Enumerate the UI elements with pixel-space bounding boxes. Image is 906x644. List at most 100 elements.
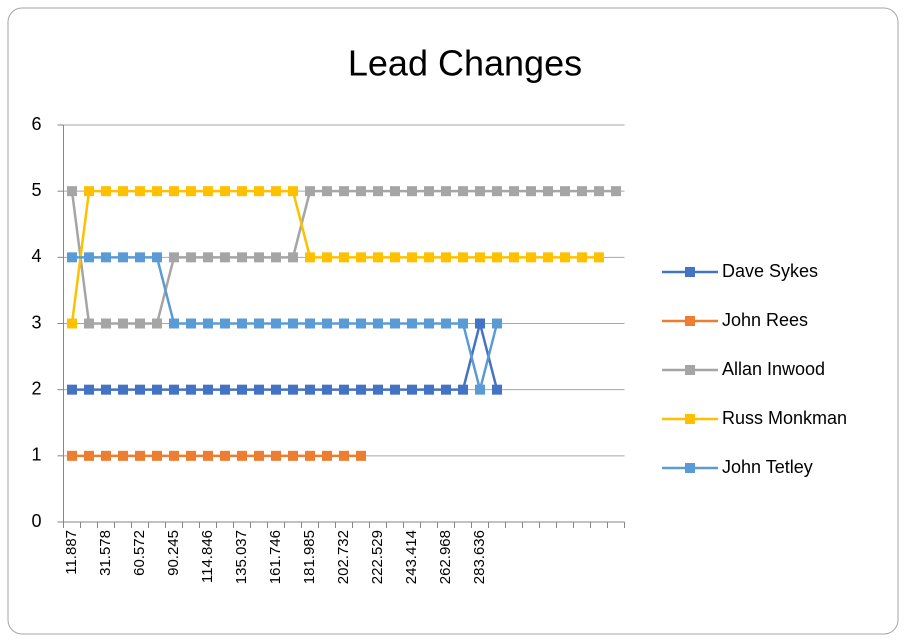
marker bbox=[356, 252, 366, 263]
marker bbox=[373, 186, 383, 197]
marker bbox=[67, 186, 77, 197]
marker bbox=[577, 252, 587, 263]
marker bbox=[84, 318, 94, 329]
marker bbox=[271, 186, 281, 197]
marker bbox=[203, 318, 213, 329]
marker bbox=[458, 252, 468, 263]
marker bbox=[390, 318, 400, 329]
marker bbox=[492, 252, 502, 263]
x-tick-label: 90.245 bbox=[165, 530, 182, 576]
marker bbox=[271, 384, 281, 395]
marker bbox=[203, 384, 213, 395]
x-tick-label: 222.529 bbox=[369, 530, 386, 584]
marker bbox=[84, 384, 94, 395]
series-lines bbox=[67, 186, 621, 461]
marker bbox=[118, 450, 128, 461]
marker bbox=[390, 186, 400, 197]
axes: 0 1 2 3 4 5 6 11.887 31.578 60.572 90.245 114.846 13… bbox=[31, 114, 625, 584]
marker bbox=[339, 252, 349, 263]
x-tick-label: 60.572 bbox=[131, 530, 148, 576]
x-tick-label: 114.846 bbox=[199, 530, 216, 583]
marker bbox=[441, 318, 451, 329]
marker bbox=[67, 450, 77, 461]
marker bbox=[84, 186, 94, 197]
marker bbox=[492, 186, 502, 197]
x-tick-label: 262.968 bbox=[437, 530, 454, 584]
marker bbox=[186, 252, 196, 263]
marker bbox=[101, 384, 111, 395]
marker bbox=[322, 252, 332, 263]
marker bbox=[220, 318, 230, 329]
marker bbox=[407, 318, 417, 329]
marker bbox=[271, 252, 281, 263]
marker bbox=[424, 186, 434, 197]
marker bbox=[475, 186, 485, 197]
marker bbox=[118, 318, 128, 329]
y-tick-label: 3 bbox=[31, 312, 41, 332]
x-tick-label: 181.985 bbox=[301, 530, 318, 584]
marker bbox=[305, 384, 315, 395]
marker bbox=[441, 384, 451, 395]
legend-label: John Tetley bbox=[722, 457, 813, 477]
marker bbox=[373, 384, 383, 395]
marker bbox=[169, 318, 179, 329]
marker bbox=[424, 384, 434, 395]
marker bbox=[271, 450, 281, 461]
marker bbox=[169, 186, 179, 197]
marker bbox=[322, 186, 332, 197]
marker bbox=[475, 384, 485, 395]
y-tick-label: 4 bbox=[31, 246, 41, 266]
marker bbox=[288, 384, 298, 395]
marker bbox=[152, 318, 162, 329]
marker bbox=[101, 186, 111, 197]
x-tick-label: 161.746 bbox=[267, 530, 284, 584]
marker bbox=[594, 186, 604, 197]
marker bbox=[305, 186, 315, 197]
legend-swatch-marker bbox=[685, 316, 695, 326]
marker bbox=[118, 252, 128, 263]
marker bbox=[322, 384, 332, 395]
marker bbox=[67, 252, 77, 263]
marker bbox=[475, 252, 485, 263]
marker bbox=[101, 252, 111, 263]
marker bbox=[220, 186, 230, 197]
marker bbox=[67, 318, 77, 329]
marker bbox=[135, 384, 145, 395]
marker bbox=[509, 186, 519, 197]
marker bbox=[611, 186, 621, 197]
x-tick-label: 202.732 bbox=[335, 530, 352, 584]
legend-label: John Rees bbox=[722, 310, 808, 330]
marker bbox=[441, 186, 451, 197]
marker bbox=[305, 450, 315, 461]
marker bbox=[492, 384, 502, 395]
marker bbox=[407, 384, 417, 395]
legend-label: Allan Inwood bbox=[722, 359, 825, 379]
marker bbox=[101, 318, 111, 329]
chart-frame bbox=[7, 7, 899, 635]
marker bbox=[356, 384, 366, 395]
marker bbox=[424, 318, 434, 329]
marker bbox=[339, 450, 349, 461]
marker bbox=[152, 450, 162, 461]
marker bbox=[543, 252, 553, 263]
marker bbox=[254, 252, 264, 263]
legend: Dave Sykes John Rees Allan Inwood Russ Monk… bbox=[662, 261, 847, 477]
marker bbox=[203, 450, 213, 461]
y-tick-label: 0 bbox=[31, 511, 41, 531]
marker bbox=[577, 186, 587, 197]
marker bbox=[135, 318, 145, 329]
marker bbox=[339, 186, 349, 197]
marker bbox=[373, 318, 383, 329]
marker bbox=[356, 318, 366, 329]
marker bbox=[254, 318, 264, 329]
marker bbox=[203, 186, 213, 197]
marker bbox=[220, 384, 230, 395]
marker bbox=[169, 252, 179, 263]
legend-swatch-marker bbox=[685, 414, 695, 424]
marker bbox=[288, 252, 298, 263]
x-tick-label: 135.037 bbox=[233, 530, 250, 584]
marker bbox=[135, 186, 145, 197]
y-tick-label: 2 bbox=[31, 378, 41, 398]
marker bbox=[237, 252, 247, 263]
marker bbox=[271, 318, 281, 329]
